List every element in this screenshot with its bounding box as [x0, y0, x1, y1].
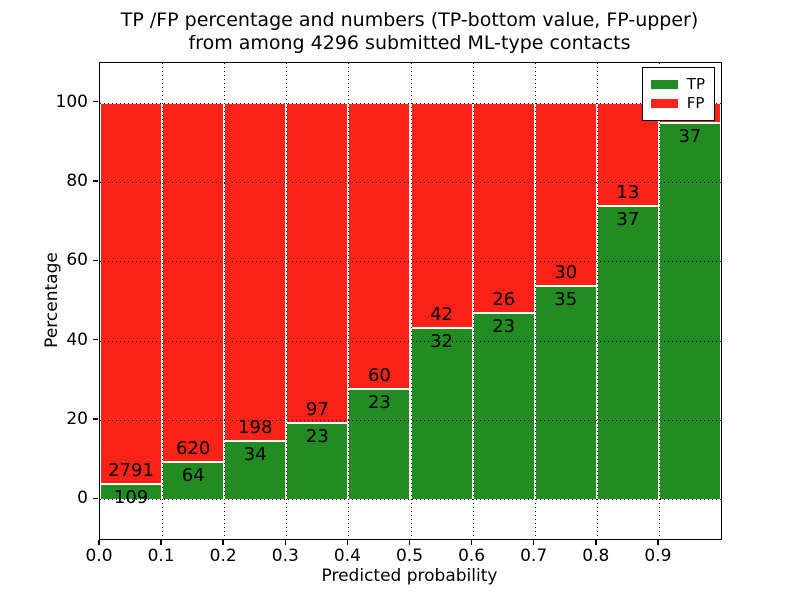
fp-value-label: 42: [430, 303, 453, 325]
bar-segment-tp: [348, 389, 411, 500]
x-tick-label: 0.6: [458, 546, 486, 566]
bar-segment-fp: [410, 102, 473, 328]
x-tick-mark: [470, 539, 473, 545]
bar-segment-tp: [472, 313, 535, 500]
gridline-vertical: [534, 63, 536, 539]
x-tick-mark: [595, 539, 597, 545]
y-tick-mark: [92, 418, 98, 420]
x-axis-label: Predicted probability: [321, 566, 498, 586]
x-tick-label: 0.3: [271, 546, 299, 566]
gridline-vertical: [472, 63, 474, 539]
x-tick-mark: [284, 539, 287, 545]
x-tick-mark: [160, 539, 162, 545]
fp-value-label: 97: [305, 399, 329, 421]
legend: TP FP: [641, 67, 715, 121]
bar-segment-fp: [472, 102, 535, 314]
fp-value-label: 30: [554, 261, 578, 283]
bar-segment-fp: [162, 102, 225, 463]
y-tick-mark: [92, 100, 98, 103]
bar-segment-tp: [410, 327, 473, 500]
y-tick-mark: [92, 259, 98, 262]
x-tick-label: 0.7: [520, 546, 548, 566]
bar-segment-tp: [224, 441, 287, 500]
x-tick-label: 0.4: [333, 546, 361, 566]
legend-item-fp: FP: [650, 94, 705, 112]
tp-value-label: 23: [367, 392, 391, 414]
fp-value-label: 198: [238, 417, 273, 439]
tp-value-label: 35: [554, 288, 578, 310]
legend-label-tp: TP: [686, 75, 705, 93]
x-tick-label: 0.0: [85, 546, 113, 566]
bar-segment-tp: [534, 285, 597, 500]
gridline-vertical: [596, 63, 598, 539]
y-tick-label: 0: [77, 488, 88, 509]
tp-legend-swatch: [650, 80, 678, 89]
bar-segment-fp: [100, 102, 163, 485]
tp-value-label: 109: [113, 487, 149, 509]
x-tick-mark: [222, 539, 224, 545]
fp-value-label: 26: [492, 289, 516, 311]
fp-value-label: 2791: [108, 460, 154, 482]
fp-value-label: 620: [175, 438, 211, 460]
chart-title-line2: from among 4296 submitted ML-type contac…: [188, 32, 631, 54]
y-tick-label: 100: [55, 91, 88, 112]
bar-segment-fp: [348, 102, 411, 390]
tp-value-label: 32: [430, 330, 453, 352]
y-tick-label: 80: [66, 171, 88, 191]
y-tick-mark: [92, 180, 98, 182]
tp-value-label: 37: [616, 208, 640, 230]
bar-segment-tp: [100, 484, 163, 500]
tp-value-label: 37: [678, 125, 702, 147]
x-tick-mark: [346, 539, 349, 545]
x-tick-mark: [657, 539, 659, 545]
x-tick-mark: [408, 539, 411, 545]
x-tick-mark: [98, 539, 100, 545]
fp-legend-swatch: [650, 99, 678, 108]
gridline-vertical: [162, 63, 164, 539]
x-tick-label: 0.9: [644, 546, 672, 566]
legend-item-tp: TP: [650, 75, 705, 93]
y-tick-mark: [92, 338, 98, 341]
tp-value-label: 34: [243, 444, 267, 466]
x-tick-label: 0.5: [395, 546, 424, 566]
gridline-vertical: [348, 63, 350, 539]
gridline-vertical: [658, 63, 660, 539]
y-tick-mark: [92, 497, 98, 500]
y-tick-label: 20: [66, 409, 88, 429]
bar-segment-fp: [286, 102, 349, 424]
tp-value-label: 23: [305, 426, 329, 448]
gridline-vertical: [410, 63, 412, 539]
bar-segment-tp: [658, 122, 721, 500]
x-tick-label: 0.1: [147, 546, 175, 566]
legend-label-fp: FP: [686, 94, 705, 112]
bar-segment-tp: [596, 205, 659, 500]
x-tick-mark: [532, 539, 535, 545]
y-tick-label: 60: [66, 250, 88, 271]
x-tick-label: 0.8: [582, 546, 610, 566]
y-tick-label: 40: [66, 329, 88, 350]
bar-segment-tp: [286, 423, 349, 500]
tp-value-label: 64: [181, 465, 205, 487]
gridline-vertical: [224, 63, 226, 539]
bar-segment-fp: [534, 102, 597, 286]
chart-title-line1: TP /FP percentage and numbers (TP-bottom…: [120, 9, 699, 31]
plot-area: 2791 109 620 64 198 34 97 23 60 23 42 32 26 23 30 35 13 3…: [99, 62, 722, 540]
chart-title: TP /FP percentage and numbers (TP-bottom…: [99, 9, 720, 55]
gridline-vertical: [286, 63, 288, 539]
fp-value-label: 13: [616, 181, 640, 203]
x-tick-label: 0.2: [209, 546, 237, 566]
tp-value-label: 23: [492, 316, 516, 338]
bar-segment-fp: [224, 102, 287, 441]
bar-segment-tp: [162, 462, 225, 500]
fp-value-label: 60: [367, 365, 391, 387]
